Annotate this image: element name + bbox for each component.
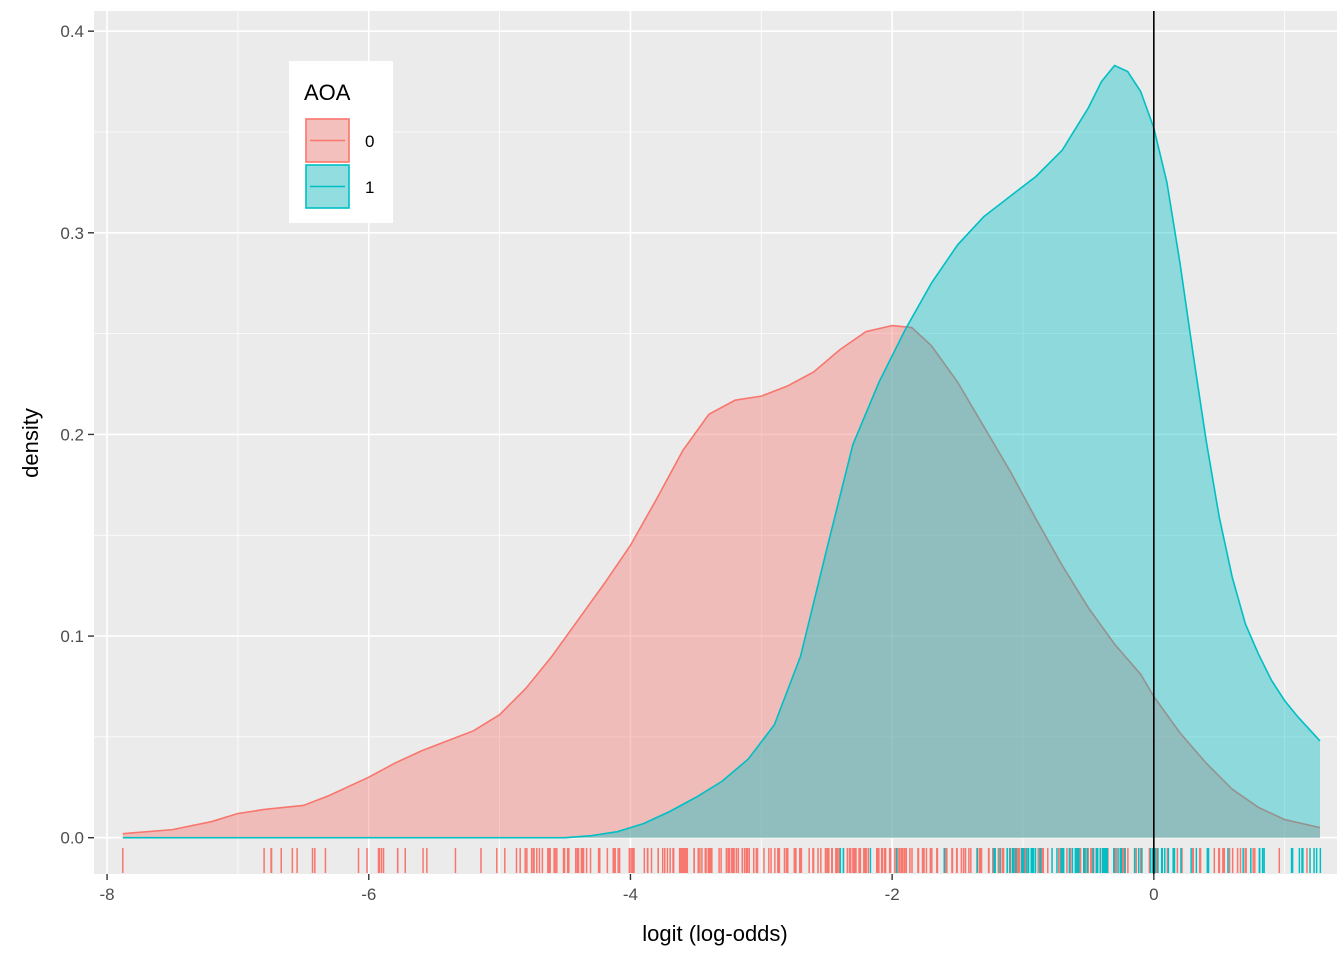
y-tick-label: 0.0 [60, 829, 84, 848]
x-tick-label: 0 [1149, 885, 1158, 904]
density-area-0 [122, 325, 1320, 838]
x-axis: -8 -6 -4 -2 0 [100, 874, 1159, 904]
x-tick-label: -6 [361, 885, 376, 904]
density-area-1 [122, 65, 1320, 838]
x-tick-label: -4 [623, 885, 638, 904]
density-areas [122, 64, 1321, 839]
rug-marks [122, 848, 1322, 873]
legend-label-1: 1 [365, 178, 374, 197]
x-tick-label: -2 [885, 885, 900, 904]
density-line-1 [122, 64, 1321, 839]
x-tick-label: -8 [100, 885, 115, 904]
y-tick-label: 0.4 [60, 22, 84, 41]
y-axis: 0.0 0.1 0.2 0.3 0.4 [60, 22, 94, 848]
y-axis-title: density [18, 408, 43, 478]
x-axis-title: logit (log-odds) [642, 921, 788, 946]
legend-label-0: 0 [365, 132, 374, 151]
y-tick-label: 0.3 [60, 224, 84, 243]
legend-items: 01 [305, 118, 374, 209]
y-tick-label: 0.2 [60, 425, 84, 444]
y-tick-label: 0.1 [60, 627, 84, 646]
legend-title: AOA [304, 80, 351, 105]
legend: AOA 01 [289, 61, 393, 223]
density-line-0 [122, 324, 1321, 835]
